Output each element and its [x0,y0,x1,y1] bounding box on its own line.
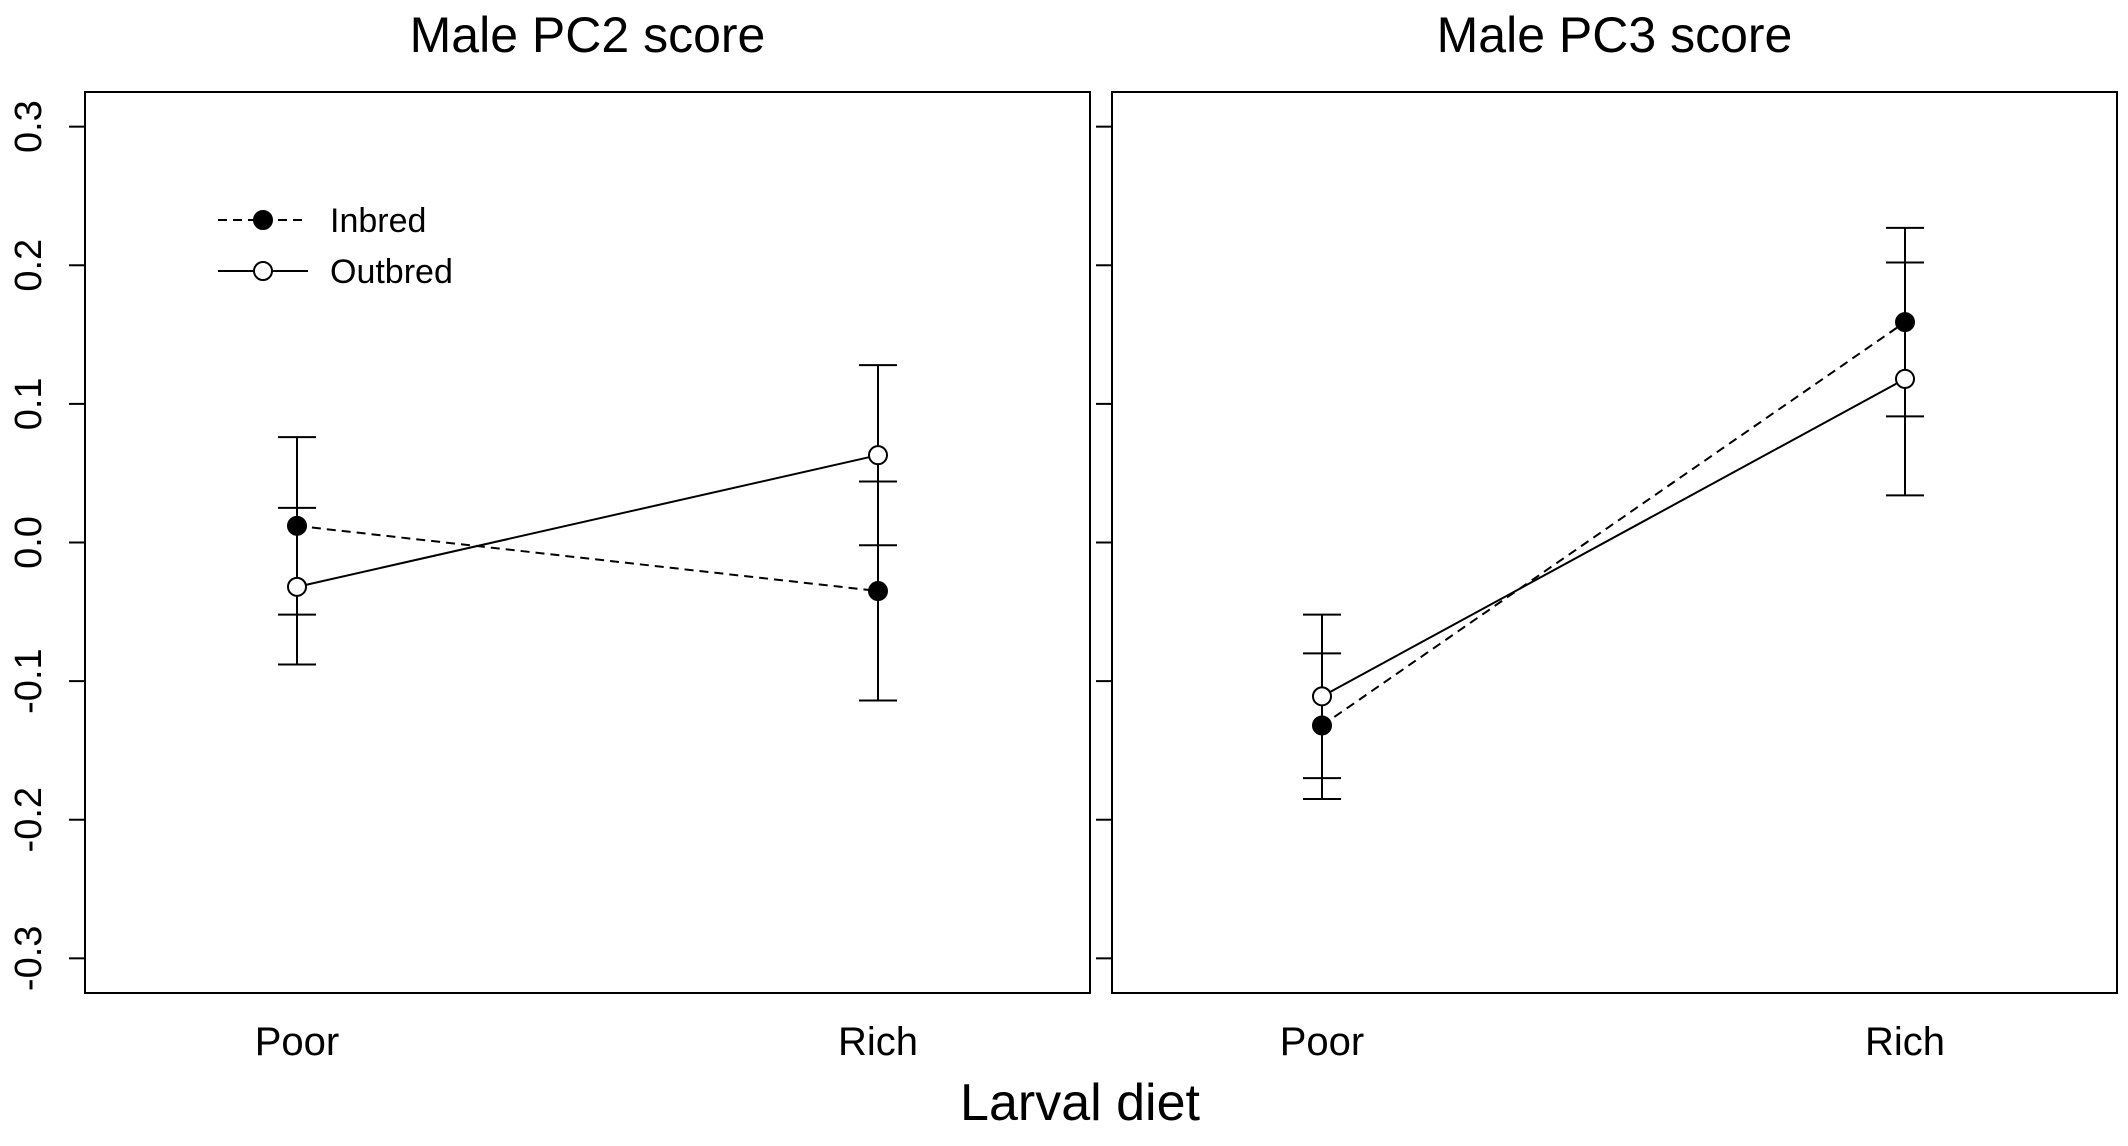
x-axis-label: Larval diet [960,1074,1200,1132]
series-line [296,454,879,588]
data-point [287,576,307,597]
x-category-label: Rich [1865,1020,1945,1064]
plot-frame [84,91,1091,994]
x-category-label: Rich [838,1020,918,1064]
y-tick-label: -0.1 [8,648,50,713]
data-point [868,581,888,602]
series-line [1321,321,1906,727]
data-point [868,445,888,466]
legend-marker [253,261,273,281]
legend-marker [253,210,273,230]
y-tick-label: 0.2 [8,239,50,292]
y-tick-label: 0.1 [8,377,50,430]
x-category-label: Poor [1280,1020,1365,1064]
legend-label: Inbred [330,202,426,240]
panel-pc3: Male PC3 score Poor Rich [1096,7,2118,1064]
y-tick-label: 0.3 [8,100,50,153]
y-tick-label: -0.3 [8,926,50,991]
series-line [296,524,879,593]
plot-frame [1111,91,2118,994]
legend: Inbred Outbred [218,202,453,291]
x-category-label: Poor [255,1020,340,1064]
data-point [1895,368,1915,389]
series-line [1321,378,1906,698]
data-point [1312,686,1332,707]
panel-pc2: Male PC2 score -0.3 -0.2 -0.1 0.0 0.1 0.2 0.3 Po… [8,7,1091,1064]
chart-title: Male PC3 score [1437,7,1793,63]
chart-title: Male PC2 score [410,7,766,63]
legend-label: Outbred [330,253,453,291]
y-tick-label: -0.2 [8,787,50,852]
y-tick-label: 0.0 [8,516,50,569]
